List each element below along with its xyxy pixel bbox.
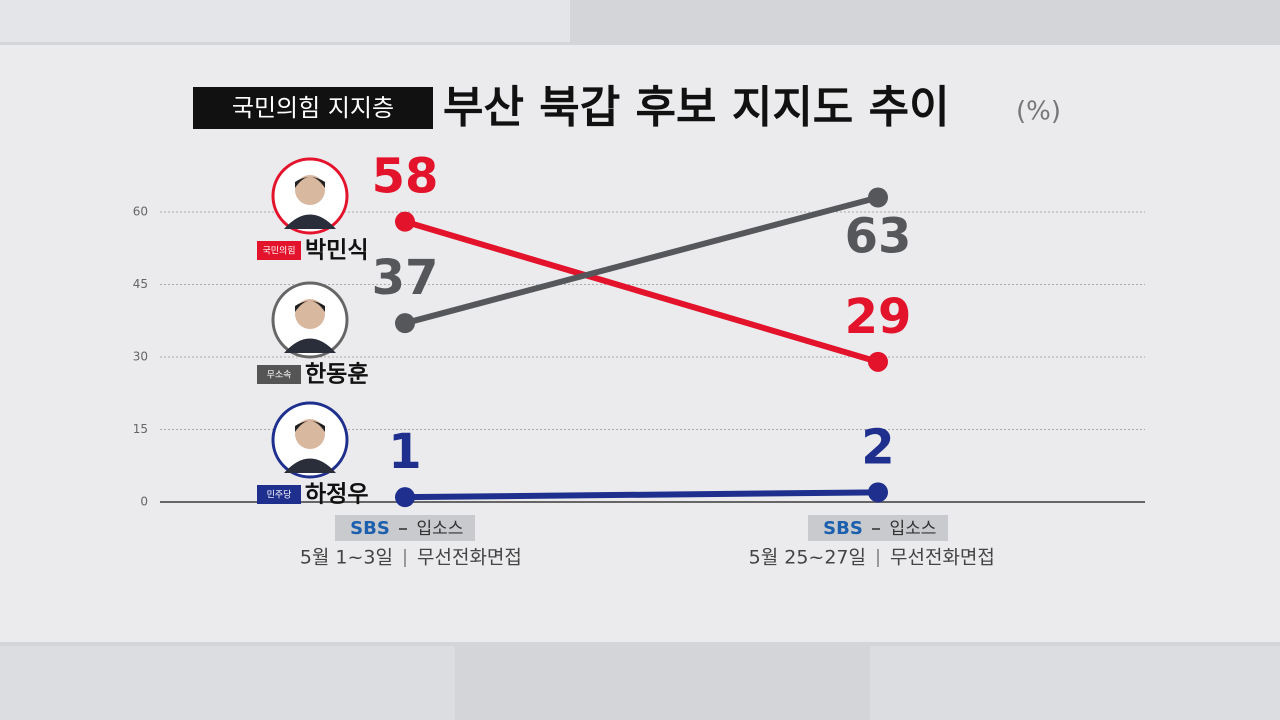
- pollster: 입소스: [890, 519, 937, 539]
- value-label: 2: [861, 419, 894, 475]
- value-label: 37: [372, 250, 439, 306]
- value-label: 1: [388, 424, 421, 480]
- portrait-body: [284, 338, 336, 353]
- broadcaster: SBS: [350, 518, 390, 539]
- paper-edge: [0, 646, 455, 720]
- party-label: 민주당: [267, 490, 292, 501]
- point: [395, 487, 415, 508]
- tag-box: [193, 87, 433, 129]
- portrait-head: [295, 299, 325, 329]
- point: [868, 482, 888, 503]
- series-line: [404, 218, 879, 365]
- portrait-body: [284, 458, 336, 473]
- y-tick-label: 45: [133, 277, 148, 291]
- party-tag: [257, 241, 301, 260]
- pollster: 입소스: [417, 519, 464, 539]
- series-line: [404, 194, 879, 327]
- party-tag: [257, 485, 301, 504]
- point: [868, 351, 888, 372]
- portrait-hair: [295, 177, 325, 188]
- portrait-hair: [295, 301, 325, 312]
- tag: 국민의힘 지지층: [232, 94, 394, 122]
- point: [868, 187, 888, 208]
- portrait-head: [295, 419, 325, 449]
- y-tick-label: 0: [140, 495, 148, 509]
- series-line: [404, 489, 879, 501]
- party-tag: [257, 365, 301, 384]
- portrait-head: [295, 175, 325, 205]
- x-tick-label: 5월 25~27일: [749, 547, 866, 569]
- y-tick-label: 15: [133, 422, 148, 436]
- unit: (%): [1016, 97, 1061, 127]
- portrait-body: [284, 214, 336, 229]
- legend-name: 한동훈: [305, 362, 368, 388]
- party-label: 국민의힘: [262, 246, 295, 257]
- broadcaster: SBS: [823, 518, 863, 539]
- value-label: 63: [845, 209, 912, 265]
- value-label: 29: [845, 289, 912, 345]
- party-label: 무소속: [267, 370, 292, 381]
- chart-title: 부산 북갑 후보 지지도 추이: [443, 82, 950, 133]
- poll-method: 무선전화면접: [417, 547, 522, 569]
- point: [395, 211, 415, 232]
- poll-method: 무선전화면접: [890, 547, 995, 569]
- panel: [0, 45, 1280, 642]
- point: [395, 313, 415, 334]
- value-label: 58: [372, 149, 439, 205]
- paper-edge: [870, 646, 1280, 720]
- legend-name: 하정우: [305, 482, 368, 508]
- y-tick-label: 60: [133, 205, 148, 219]
- portrait-hair: [295, 421, 325, 432]
- x-tick-label: 5월 1~3일: [300, 547, 393, 569]
- legend-name: 박민식: [305, 238, 368, 264]
- y-tick-label: 30: [133, 350, 148, 364]
- paper-edge: [0, 0, 570, 42]
